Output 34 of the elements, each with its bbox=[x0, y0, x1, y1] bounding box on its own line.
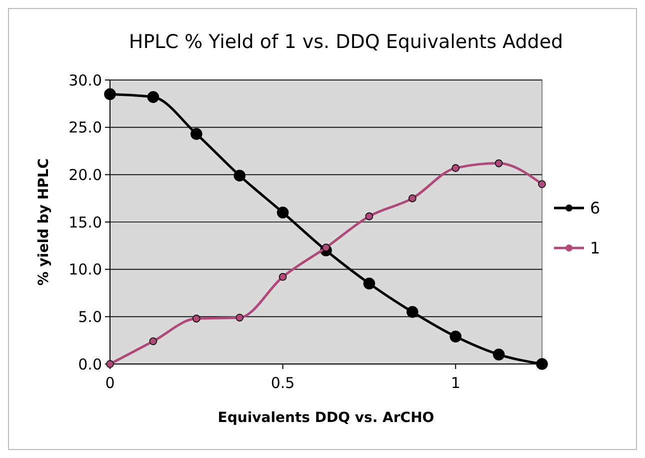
point bbox=[192, 314, 200, 322]
point bbox=[494, 159, 503, 168]
point bbox=[406, 306, 418, 318]
point bbox=[363, 278, 376, 290]
point bbox=[190, 128, 202, 140]
point bbox=[278, 273, 287, 281]
point bbox=[365, 212, 374, 220]
x-tick-label: 1 bbox=[450, 374, 460, 392]
y-tick-label: 25.0 bbox=[68, 118, 102, 137]
point bbox=[492, 348, 505, 360]
point bbox=[234, 170, 246, 182]
point bbox=[276, 206, 289, 218]
y-tick-label: 15.0 bbox=[68, 213, 102, 232]
x-tick-label: 0 bbox=[105, 374, 115, 392]
point bbox=[147, 91, 160, 103]
y-tick-label: 5.0 bbox=[78, 308, 102, 326]
point bbox=[452, 164, 460, 172]
point bbox=[538, 180, 546, 188]
y-tick-label: 30.0 bbox=[68, 71, 102, 90]
x-tick-label: 0.5 bbox=[270, 374, 295, 392]
y-tick-label: 0.0 bbox=[78, 355, 102, 374]
legend-label: 6 bbox=[590, 198, 600, 218]
point bbox=[408, 194, 416, 202]
point bbox=[450, 330, 462, 342]
point bbox=[236, 314, 244, 322]
point bbox=[149, 337, 158, 346]
legend-label: 1 bbox=[590, 238, 600, 258]
chart-title: HPLC % Yield of 1 vs. DDQ Equivalents Added bbox=[128, 31, 564, 53]
y-tick-label: 20.0 bbox=[68, 166, 102, 184]
point bbox=[104, 88, 116, 100]
y-tick-label: 10.0 bbox=[68, 260, 102, 279]
point bbox=[536, 358, 548, 370]
x-axis-title: Equivalents DDQ vs. ArCHO bbox=[218, 410, 434, 426]
y-axis-title: % yield by HPLC bbox=[36, 158, 52, 286]
